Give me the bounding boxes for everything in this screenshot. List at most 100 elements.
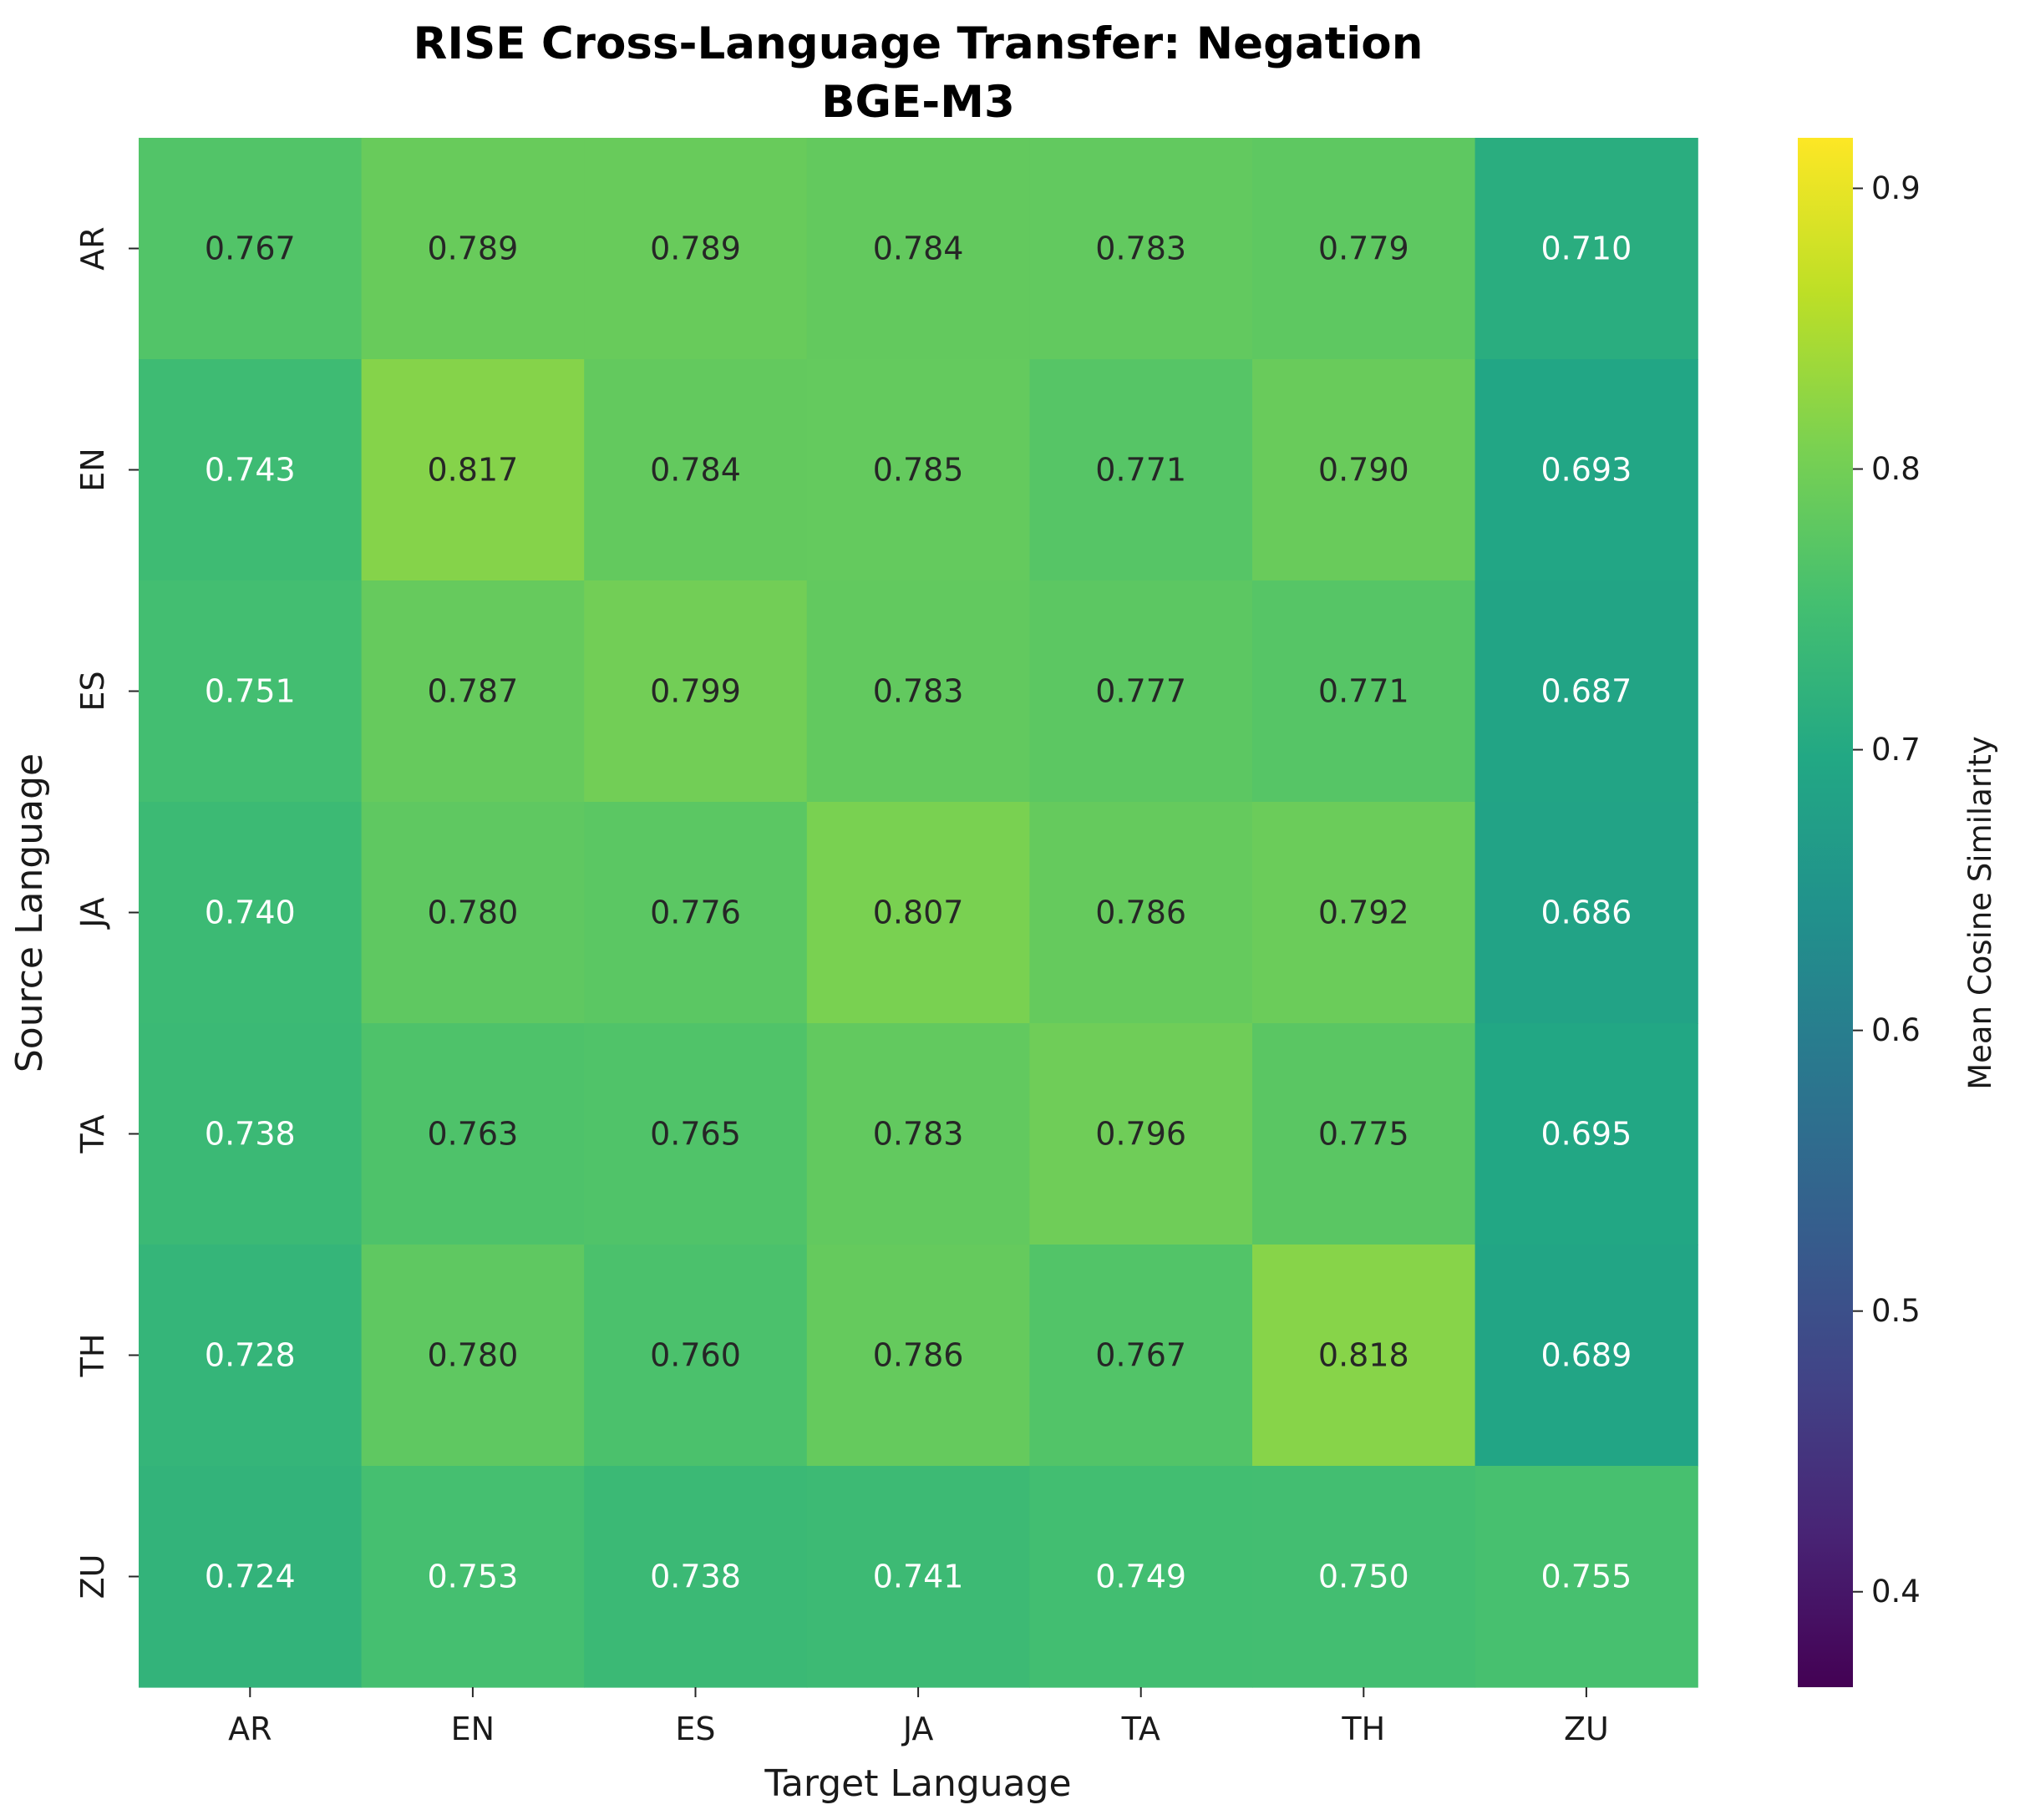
x-axis-ticks: AR EN ES JA TA TH ZU (228, 1687, 1609, 1747)
heatmap-cell (361, 359, 585, 581)
cell-value-label: 0.783 (1095, 231, 1186, 267)
cell-value-label: 0.743 (205, 452, 296, 489)
cell-value-label: 0.792 (1318, 895, 1409, 931)
heatmap-cells: 0.767 0.789 0.789 0.784 0.783 0.779 0.710 0.743… (139, 138, 1698, 1688)
heatmap-cell (361, 580, 585, 803)
heatmap-cell (806, 1023, 1030, 1245)
cell-value-label: 0.750 (1318, 1559, 1409, 1595)
x-tick-label: JA (901, 1711, 934, 1747)
cell-value-label: 0.755 (1541, 1559, 1632, 1595)
heatmap-cell (1029, 359, 1253, 581)
heatmap-cell (584, 1023, 808, 1245)
cell-value-label: 0.776 (650, 895, 741, 931)
heatmap-cell (139, 580, 363, 803)
heatmap-cell (1474, 1245, 1698, 1467)
cell-value-label: 0.693 (1541, 452, 1632, 489)
cell-value-label: 0.783 (873, 673, 964, 710)
cell-value-label: 0.771 (1318, 673, 1409, 710)
cell-value-label: 0.740 (205, 895, 296, 931)
cell-value-label: 0.785 (873, 452, 964, 489)
cell-value-label: 0.789 (428, 231, 519, 267)
y-tick-label: TA (74, 1114, 111, 1153)
cell-value-label: 0.695 (1541, 1116, 1632, 1153)
colorbar-tick-label: 0.4 (1871, 1574, 1921, 1610)
cell-value-label: 0.777 (1095, 673, 1186, 710)
cell-value-label: 0.789 (650, 231, 741, 267)
colorbar-label: Mean Cosine Similarity (1962, 736, 1998, 1090)
cell-value-label: 0.780 (428, 1337, 519, 1374)
x-axis-label: Target Language (764, 1762, 1071, 1805)
cell-value-label: 0.751 (205, 673, 296, 710)
cell-value-label: 0.760 (650, 1337, 741, 1374)
cell-value-label: 0.783 (873, 1116, 964, 1153)
heatmap-cell (139, 1466, 363, 1688)
heatmap-cell (139, 1245, 363, 1467)
cell-value-label: 0.738 (205, 1116, 296, 1153)
heatmap-cell (1474, 359, 1698, 581)
y-tick-label: AR (74, 226, 111, 270)
cell-value-label: 0.741 (873, 1559, 964, 1595)
heatmap-cell (1029, 580, 1253, 803)
cell-value-label: 0.749 (1095, 1559, 1186, 1595)
heatmap-cell (1252, 1023, 1476, 1245)
cell-value-label: 0.710 (1541, 231, 1632, 267)
heatmap-cell (1029, 1466, 1253, 1688)
heatmap-cell (584, 1245, 808, 1467)
cell-value-label: 0.753 (428, 1559, 519, 1595)
heatmap-cell (1252, 802, 1476, 1024)
heatmap-cell (584, 580, 808, 803)
heatmap-cell (139, 138, 363, 360)
colorbar-tick-label: 0.9 (1871, 170, 1921, 206)
heatmap-cell (361, 802, 585, 1024)
cell-value-label: 0.817 (428, 452, 519, 489)
cell-value-label: 0.786 (1095, 895, 1186, 931)
heatmap-cell (584, 359, 808, 581)
heatmap-cell (1474, 1023, 1698, 1245)
cell-value-label: 0.790 (1318, 452, 1409, 489)
chart-title: RISE Cross-Language Transfer: Negation (414, 18, 1424, 69)
cell-value-label: 0.771 (1095, 452, 1186, 489)
heatmap-cell (1474, 580, 1698, 803)
heatmap-cell (584, 802, 808, 1024)
heatmap-cell (584, 138, 808, 360)
y-tick-label: EN (74, 448, 111, 491)
heatmap-cell (361, 1466, 585, 1688)
chart-subtitle: BGE-M3 (821, 77, 1015, 128)
cell-value-label: 0.784 (650, 452, 741, 489)
cell-value-label: 0.724 (205, 1559, 296, 1595)
x-tick-label: TH (1341, 1711, 1385, 1747)
heatmap-cell (1474, 138, 1698, 360)
heatmap-cell (139, 802, 363, 1024)
y-axis-ticks: AR EN ES JA TA TH ZU (74, 226, 139, 1599)
cell-value-label: 0.763 (428, 1116, 519, 1153)
heatmap-cell (1252, 580, 1476, 803)
heatmap-cell (1029, 138, 1253, 360)
cell-value-label: 0.779 (1318, 231, 1409, 267)
heatmap-cell (806, 1245, 1030, 1467)
heatmap-cell (1252, 138, 1476, 360)
y-tick-label: ES (74, 671, 111, 711)
cell-value-label: 0.799 (650, 673, 741, 710)
cell-value-label: 0.796 (1095, 1116, 1186, 1153)
heatmap-cell (1029, 1245, 1253, 1467)
heatmap-cell (1029, 802, 1253, 1024)
colorbar-tick-label: 0.5 (1871, 1293, 1921, 1329)
heatmap-cell (139, 359, 363, 581)
y-tick-label: ZU (74, 1554, 111, 1599)
cell-value-label: 0.686 (1541, 895, 1632, 931)
cell-value-label: 0.807 (873, 895, 964, 931)
colorbar (1798, 138, 1853, 1687)
heatmap-cell (139, 1023, 363, 1245)
cell-value-label: 0.786 (873, 1337, 964, 1374)
heatmap-cell (361, 138, 585, 360)
cell-value-label: 0.767 (205, 231, 296, 267)
cell-value-label: 0.765 (650, 1116, 741, 1153)
x-tick-label: EN (451, 1711, 495, 1747)
cell-value-label: 0.728 (205, 1337, 296, 1374)
heatmap-cell (361, 1023, 585, 1245)
heatmap-cell (1252, 1466, 1476, 1688)
heatmap-cell (806, 1466, 1030, 1688)
cell-value-label: 0.787 (428, 673, 519, 710)
heatmap-cell (1252, 359, 1476, 581)
